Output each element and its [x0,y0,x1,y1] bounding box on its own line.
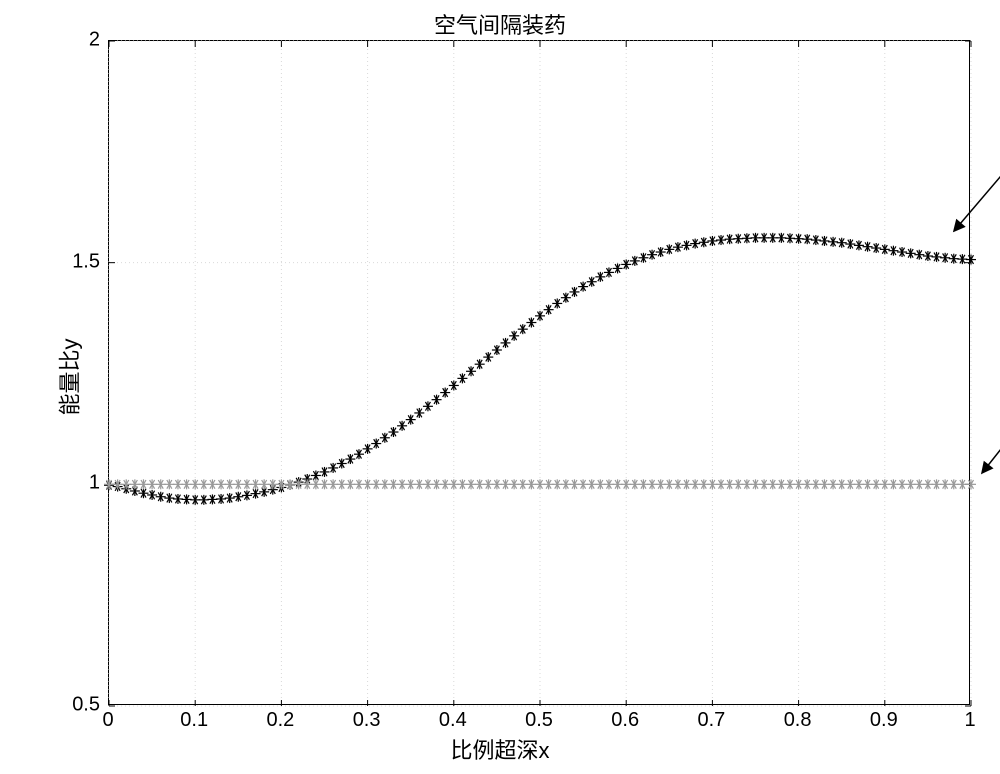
x-tick-label: 1 [964,709,975,732]
y-tick-label: 1 [60,472,100,495]
x-tick-label: 0.3 [353,709,381,732]
x-tick-label: 0.4 [439,709,467,732]
x-tick-label: 0.8 [784,709,812,732]
series-flat42 [104,479,976,489]
x-tick-label: 0.5 [525,709,553,732]
y-tick-label: 1.5 [60,250,100,273]
x-tick-label: 0.1 [180,709,208,732]
chart-title: 空气间隔装药 [0,8,1000,40]
x-tick-label: 0 [102,709,113,732]
y-axis-label: 能量比y [53,338,85,415]
figure: 空气间隔装药 能量比y 比例超深x 0 0.1 0.2 0.3 0.4 0.5 0.6 0.7… [0,0,1000,774]
y-tick-label: 0.5 [60,694,100,717]
x-tick-label: 0.9 [870,709,898,732]
x-axis-label: 比例超深x [0,733,1000,765]
x-tick-label: 0.2 [266,709,294,732]
plot-area [108,40,970,705]
plot-svg [109,41,971,706]
x-tick-label: 0.7 [697,709,725,732]
x-tick-label: 0.6 [611,709,639,732]
y-tick-label: 2 [60,29,100,52]
